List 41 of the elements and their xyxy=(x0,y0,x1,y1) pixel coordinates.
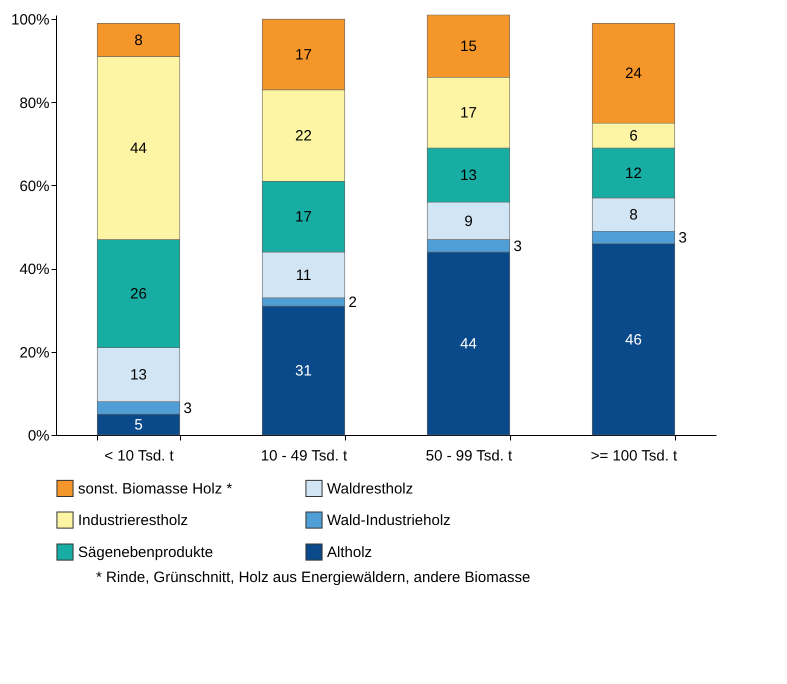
data-label: 22 xyxy=(295,128,312,145)
data-label: 13 xyxy=(460,167,477,184)
data-label: 2 xyxy=(348,294,357,311)
data-label: 12 xyxy=(625,165,642,182)
data-label: 11 xyxy=(296,266,312,284)
data-label: 3 xyxy=(678,229,687,246)
data-label: 26 xyxy=(130,286,147,303)
data-label: 5 xyxy=(134,416,143,434)
data-label: 6 xyxy=(629,128,638,145)
data-label: 8 xyxy=(629,206,638,224)
text: * Rinde, Grünschnitt, Holz aus Energiewäldern, andere Biomasse xyxy=(96,569,532,586)
y-tick-label: 60% xyxy=(19,178,50,195)
y-tick-label: 0% xyxy=(28,428,50,444)
data-label: 8 xyxy=(134,32,143,49)
legend-label: Wald-Industrieholz xyxy=(327,512,451,529)
data-label: 3 xyxy=(514,238,522,255)
legend-label: Waldrestholz xyxy=(327,480,414,498)
data-label: 24 xyxy=(625,65,642,82)
legend-label: sonst. Biomasse Holz * xyxy=(78,480,232,498)
data-label: 9 xyxy=(464,212,473,230)
x-tick-label: 10 - 49 Tsd. t xyxy=(260,448,348,464)
x-tick-label: >= 100 Tsd. t xyxy=(590,448,678,464)
y-tick-label: 40% xyxy=(19,261,50,278)
data-label: 15 xyxy=(460,38,477,56)
data-label: 31 xyxy=(295,362,312,380)
data-label: 13 xyxy=(130,366,147,384)
data-label: 44 xyxy=(130,140,147,158)
x-tick-label: < 10 Tsd. t xyxy=(104,448,175,464)
y-tick-label: 80% xyxy=(19,94,50,112)
data-label: 44 xyxy=(460,336,477,353)
data-label: 17 xyxy=(295,208,312,226)
x-tick-label: 50 - 99 Tsd. t xyxy=(426,448,514,464)
legend-label: Altholz xyxy=(327,544,372,561)
legend-label: Sägenebenprodukte xyxy=(78,544,214,561)
legend-label: Industrierestholz xyxy=(78,512,188,529)
data-label: 3 xyxy=(184,400,192,417)
y-tick-label: 20% xyxy=(19,344,50,362)
data-label: 17 xyxy=(460,104,477,122)
data-label: 46 xyxy=(625,331,642,348)
data-label: 17 xyxy=(295,46,312,64)
y-tick-label: 100% xyxy=(11,12,50,29)
